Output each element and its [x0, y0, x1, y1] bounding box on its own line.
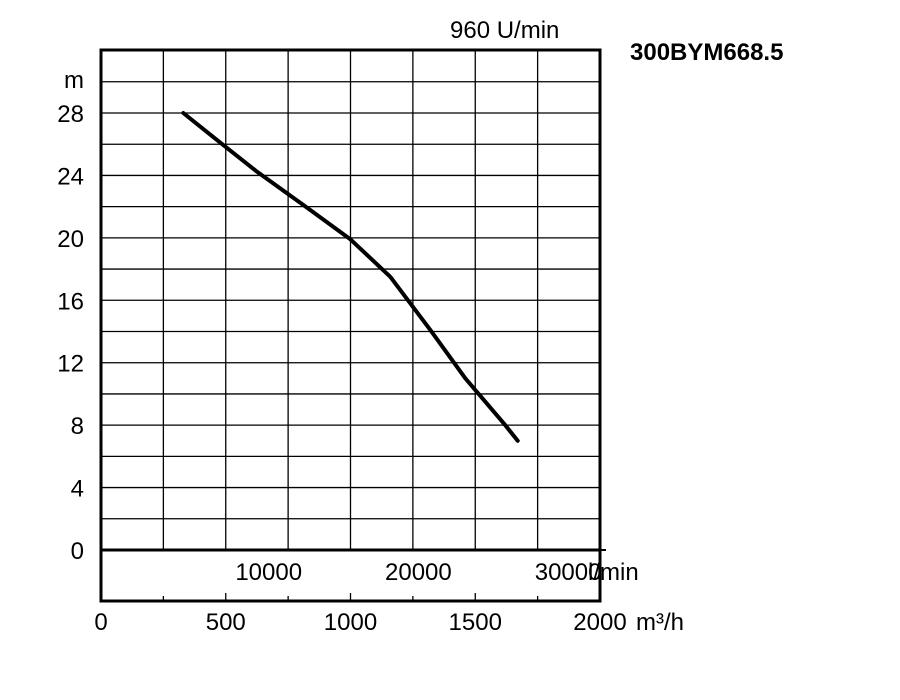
x-tick-label-lmin: 10000 [235, 559, 302, 586]
x-tick-label-lmin: 20000 [385, 559, 452, 586]
flow-scale-box [99, 548, 602, 603]
y-tick-label: 16 [57, 288, 84, 315]
y-tick-label: 0 [71, 538, 84, 565]
y-tick-label: 8 [71, 413, 84, 440]
y-tick-label: 24 [57, 163, 84, 190]
x-tick-label-m3h: 1500 [449, 609, 502, 636]
y-tick-label: 4 [71, 476, 84, 503]
y-tick-labels: 0 4 8 12 16 20 24 28 [57, 101, 84, 565]
y-tick-label: 20 [57, 226, 84, 253]
grid [100, 50, 606, 601]
y-tick-label: 28 [57, 101, 84, 128]
x-tick-labels-lmin: 10000 20000 30000 [235, 559, 601, 586]
speed-label: 960 U/min [450, 17, 559, 44]
x-unit-m3h-label: m³/h [636, 609, 684, 636]
chart-title: 300BYM668.5 [630, 39, 783, 66]
x-tick-label-m3h: 0 [94, 609, 107, 636]
y-tick-label: 12 [57, 351, 84, 378]
x-unit-lmin-label: l/min [588, 559, 639, 586]
x-tick-labels-m3h: 0 500 1000 1500 2000 [94, 609, 626, 636]
x-tick-label-m3h: 500 [206, 609, 246, 636]
y-unit-label: m [64, 67, 84, 94]
x-tick-label-lmin: 30000 [535, 559, 602, 586]
curve-layer [181, 111, 520, 443]
x-tick-label-m3h: 1000 [324, 609, 377, 636]
pump-curve-line [181, 111, 520, 443]
x-tick-label-m3h: 2000 [573, 609, 626, 636]
